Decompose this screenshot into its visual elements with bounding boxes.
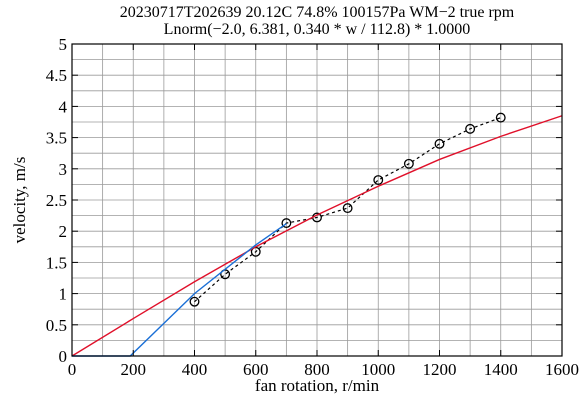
series-0-point: [403, 158, 414, 169]
x-tick-label: 1600: [545, 360, 579, 379]
series-1-line: [71, 115, 563, 357]
y-tick-label: 4.5: [46, 66, 67, 85]
y-tick-label: 5: [59, 35, 68, 54]
ticks: 0 200 400 600 800 1000 1200 1400 1600 0 0.5 1 1.5 2 2.…: [46, 35, 579, 379]
y-tick-label: 3.5: [46, 129, 67, 148]
y-tick-label: 0: [59, 347, 68, 366]
y-axis-label: velocity, m/s: [10, 156, 29, 244]
grid: [71, 43, 563, 357]
x-axis-label: fan rotation, r/min: [254, 376, 380, 395]
x-tick-label: 800: [304, 360, 330, 379]
series-0-point: [465, 123, 476, 134]
x-tick-label: 400: [182, 360, 208, 379]
series-0-point: [434, 138, 445, 149]
series-0-point: [373, 175, 384, 185]
x-tick-label: 600: [243, 360, 269, 379]
y-tick-label: 1: [59, 285, 68, 304]
y-tick-label: 2: [59, 222, 68, 241]
y-tick-label: 4: [59, 97, 68, 116]
y-tick-label: 3: [59, 160, 68, 179]
series-0-point: [189, 296, 200, 307]
x-tick-label: 1200: [423, 360, 457, 379]
x-tick-label: 200: [121, 360, 147, 379]
x-tick-label: 0: [68, 360, 77, 379]
series-0-line: [194, 117, 501, 303]
series-layer: [71, 112, 563, 357]
y-tick-label: 2.5: [46, 191, 67, 210]
x-tick-label: 1000: [361, 360, 395, 379]
series-0-point: [281, 218, 292, 229]
series-0-point: [495, 112, 506, 123]
chart-title-line-1: 20230717T202639 20.12C 74.8% 100157Pa WM…: [119, 4, 515, 21]
series-0-point: [342, 203, 353, 214]
y-tick-label: 1.5: [46, 253, 67, 272]
y-tick-label: 0.5: [46, 316, 67, 335]
x-tick-label: 1400: [484, 360, 518, 379]
chart-title-line-2: Lnorm(−2.0, 6.381, 0.340 * w / 112.8) * …: [163, 21, 471, 38]
